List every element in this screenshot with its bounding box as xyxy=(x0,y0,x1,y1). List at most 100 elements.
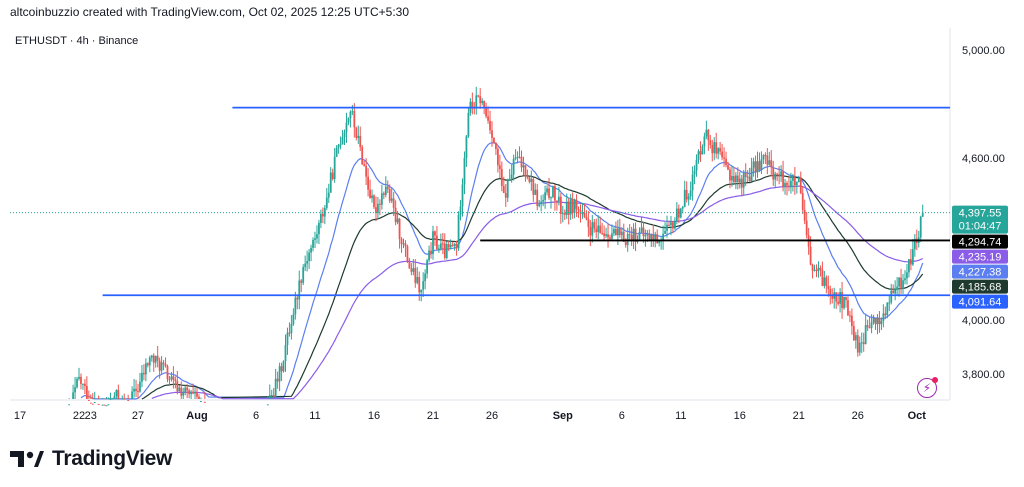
candle-body xyxy=(674,220,676,229)
candle-body xyxy=(603,233,605,237)
flash-icon[interactable]: ⚡ xyxy=(917,377,938,398)
candle-body xyxy=(390,198,393,201)
candle-body xyxy=(754,161,757,173)
candle-body xyxy=(746,176,749,178)
candle-body xyxy=(85,386,88,399)
candle-body xyxy=(194,391,196,394)
candle-body xyxy=(347,118,350,123)
candle-body xyxy=(542,199,545,202)
candle-body xyxy=(559,196,562,214)
candle-body xyxy=(634,228,637,242)
candle-body xyxy=(174,379,177,382)
candle-body xyxy=(143,372,145,375)
candle-body xyxy=(373,195,375,208)
candle-body xyxy=(196,391,198,397)
candle-body xyxy=(910,259,912,265)
candle-body xyxy=(355,127,358,138)
candle-body xyxy=(882,313,885,321)
candle-body xyxy=(530,179,533,182)
candle-body xyxy=(711,144,714,154)
candle-body xyxy=(89,402,92,404)
candle-body xyxy=(778,174,781,176)
candle-body xyxy=(203,401,206,403)
candle-body xyxy=(87,399,90,401)
candle-body xyxy=(567,201,570,215)
price-label-box xyxy=(952,205,1008,234)
candle-body xyxy=(797,177,800,183)
candle-body xyxy=(589,226,592,236)
candle-body xyxy=(434,231,436,236)
candle-body xyxy=(68,404,71,406)
candle-body xyxy=(615,229,617,236)
candle-body xyxy=(410,268,413,272)
candle-body xyxy=(892,290,895,294)
candle-body xyxy=(874,318,877,325)
candle-body xyxy=(620,231,623,236)
horizontal-levels xyxy=(10,106,950,297)
x-tick-label: 11 xyxy=(309,410,320,422)
candle-body xyxy=(790,180,792,187)
candle-body xyxy=(852,326,855,341)
candle-body xyxy=(274,378,277,398)
y-tick-label: 5,000.00 xyxy=(962,45,1005,57)
candle-body xyxy=(585,216,588,220)
y-tick-label: 4,600.00 xyxy=(962,153,1005,165)
candle-body xyxy=(363,164,366,166)
candle-body xyxy=(823,277,826,286)
tv-logo-icon xyxy=(10,451,44,467)
candle-body xyxy=(502,185,505,193)
candle-body xyxy=(841,292,843,309)
candle-body xyxy=(689,190,692,197)
candle-body xyxy=(172,376,175,380)
candle-body xyxy=(786,183,788,186)
candle-body xyxy=(819,267,822,270)
candle-body xyxy=(813,269,816,271)
candle-body xyxy=(622,231,625,242)
candle-body xyxy=(788,185,790,187)
candle-body xyxy=(475,95,478,108)
ema-slow-line xyxy=(151,185,923,400)
candle-body xyxy=(111,398,114,400)
candle-body xyxy=(117,389,120,399)
candle-body xyxy=(707,129,710,141)
candle-body xyxy=(772,167,775,180)
candle-body xyxy=(430,250,432,254)
price-chart[interactable]: 5,000.00 4,600.00 4,000.00 3,800.00 17 22 23 2… xyxy=(0,0,1024,440)
candle-body xyxy=(868,327,871,329)
candle-body xyxy=(575,200,578,209)
candle-body xyxy=(581,212,584,214)
candle-body xyxy=(705,129,708,137)
x-tick-label: Oct xyxy=(908,410,927,422)
candle-body xyxy=(632,228,635,241)
candle-body xyxy=(717,148,720,154)
symbol-label[interactable]: ETHUSDT · 4h · Binance xyxy=(15,35,139,47)
candle-body xyxy=(74,387,76,393)
x-tick-label: Sep xyxy=(553,410,573,422)
candle-body xyxy=(402,243,405,245)
candle-body xyxy=(418,276,421,293)
candle-body xyxy=(809,246,812,265)
candle-body xyxy=(679,208,682,218)
candle-body xyxy=(516,156,519,158)
price-label-box xyxy=(952,234,1008,249)
candle-body xyxy=(133,388,135,392)
candle-body xyxy=(312,239,314,248)
candle-body xyxy=(573,200,576,213)
candle-body xyxy=(288,332,291,334)
candle-body xyxy=(666,224,668,231)
candle-body xyxy=(115,389,118,397)
candle-body xyxy=(424,273,427,282)
candle-body xyxy=(691,174,694,191)
candle-body xyxy=(736,175,739,183)
candle-body xyxy=(369,189,371,199)
brand-name: TradingView xyxy=(52,447,173,470)
candle-body xyxy=(384,186,387,195)
candle-body xyxy=(190,392,192,395)
price-label-box xyxy=(952,294,1008,309)
candle-body xyxy=(876,317,879,325)
candle-body xyxy=(497,148,499,166)
candle-body xyxy=(180,387,183,396)
candle-body xyxy=(902,280,904,289)
candle-body xyxy=(611,233,613,239)
candle-body xyxy=(457,214,460,249)
